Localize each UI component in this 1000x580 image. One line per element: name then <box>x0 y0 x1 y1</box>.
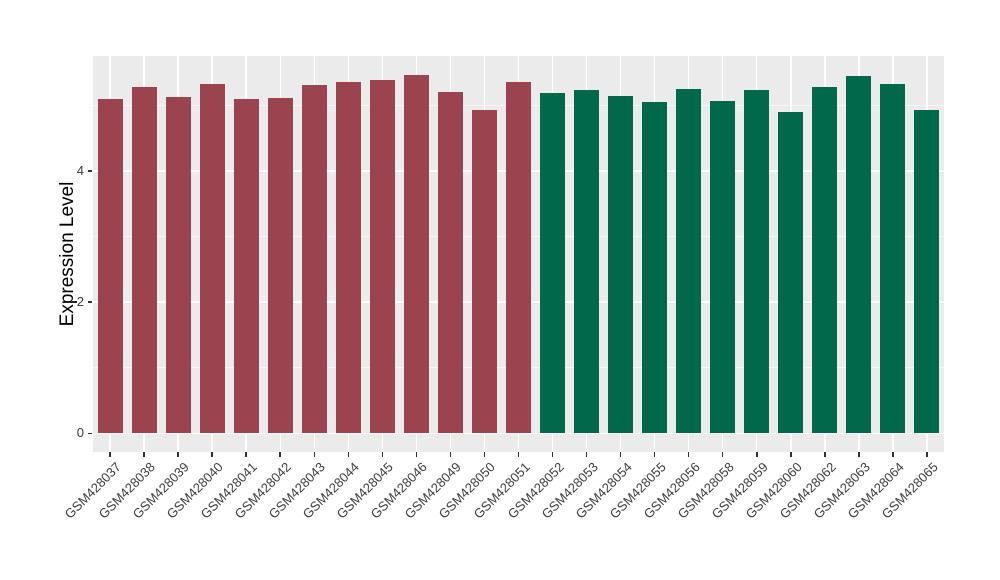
bar-GSM428053 <box>574 90 600 434</box>
bar-GSM428039 <box>165 97 191 434</box>
x-tick-mark <box>517 452 520 457</box>
x-tick-mark <box>687 452 690 457</box>
bar-GSM428051 <box>506 82 531 434</box>
x-tick-mark <box>177 452 179 457</box>
bar-GSM428060 <box>778 111 804 434</box>
y-tick-label: 0 <box>76 425 84 441</box>
plot-panel <box>93 56 944 452</box>
bar-GSM428044 <box>335 82 361 434</box>
x-tick-mark <box>143 452 145 457</box>
x-tick-mark <box>109 452 111 457</box>
bar-GSM428058 <box>710 100 736 434</box>
bar-GSM428065 <box>914 110 940 434</box>
x-tick-mark <box>756 452 758 457</box>
x-tick-mark <box>653 452 656 457</box>
x-tick-mark <box>347 452 350 457</box>
y-tick-mark <box>88 301 92 303</box>
bar-GSM428043 <box>301 84 327 434</box>
x-tick-mark <box>449 452 452 457</box>
bar-GSM428052 <box>540 92 566 434</box>
x-tick-mark <box>245 452 247 457</box>
bar-GSM428059 <box>744 90 770 434</box>
bar-GSM428037 <box>97 99 123 434</box>
x-tick-mark <box>313 452 315 457</box>
x-tick-mark <box>483 452 486 457</box>
x-tick-mark <box>858 452 860 457</box>
bar-GSM428040 <box>199 84 225 434</box>
x-tick-mark <box>415 452 418 457</box>
y-tick-mark <box>88 432 92 435</box>
bar-GSM428063 <box>846 76 872 434</box>
bar-GSM428054 <box>608 96 634 434</box>
y-tick-label: 4 <box>76 162 84 178</box>
bar-GSM428045 <box>369 80 395 434</box>
bar-GSM428055 <box>642 101 668 434</box>
x-tick-mark <box>585 452 588 457</box>
x-tick-mark <box>279 452 281 457</box>
y-tick-label: 2 <box>76 294 84 310</box>
bar-GSM428046 <box>403 75 429 434</box>
bar-GSM428038 <box>131 87 157 434</box>
x-tick-mark <box>926 452 928 457</box>
bar-GSM428049 <box>437 92 463 434</box>
bar-GSM428064 <box>880 83 906 434</box>
bar-GSM428062 <box>812 86 838 434</box>
x-tick-mark <box>381 452 384 457</box>
x-tick-mark <box>824 452 826 457</box>
x-tick-mark <box>790 452 792 457</box>
bar-GSM428041 <box>233 99 259 434</box>
bar-GSM428042 <box>267 97 293 434</box>
x-tick-mark <box>551 452 554 457</box>
y-tick-mark <box>88 170 92 172</box>
x-tick-mark <box>619 452 622 457</box>
x-tick-mark <box>211 452 213 457</box>
bar-GSM428050 <box>471 109 497 434</box>
x-tick-mark <box>892 452 894 457</box>
x-tick-mark <box>721 452 724 457</box>
bar-GSM428056 <box>676 88 702 434</box>
